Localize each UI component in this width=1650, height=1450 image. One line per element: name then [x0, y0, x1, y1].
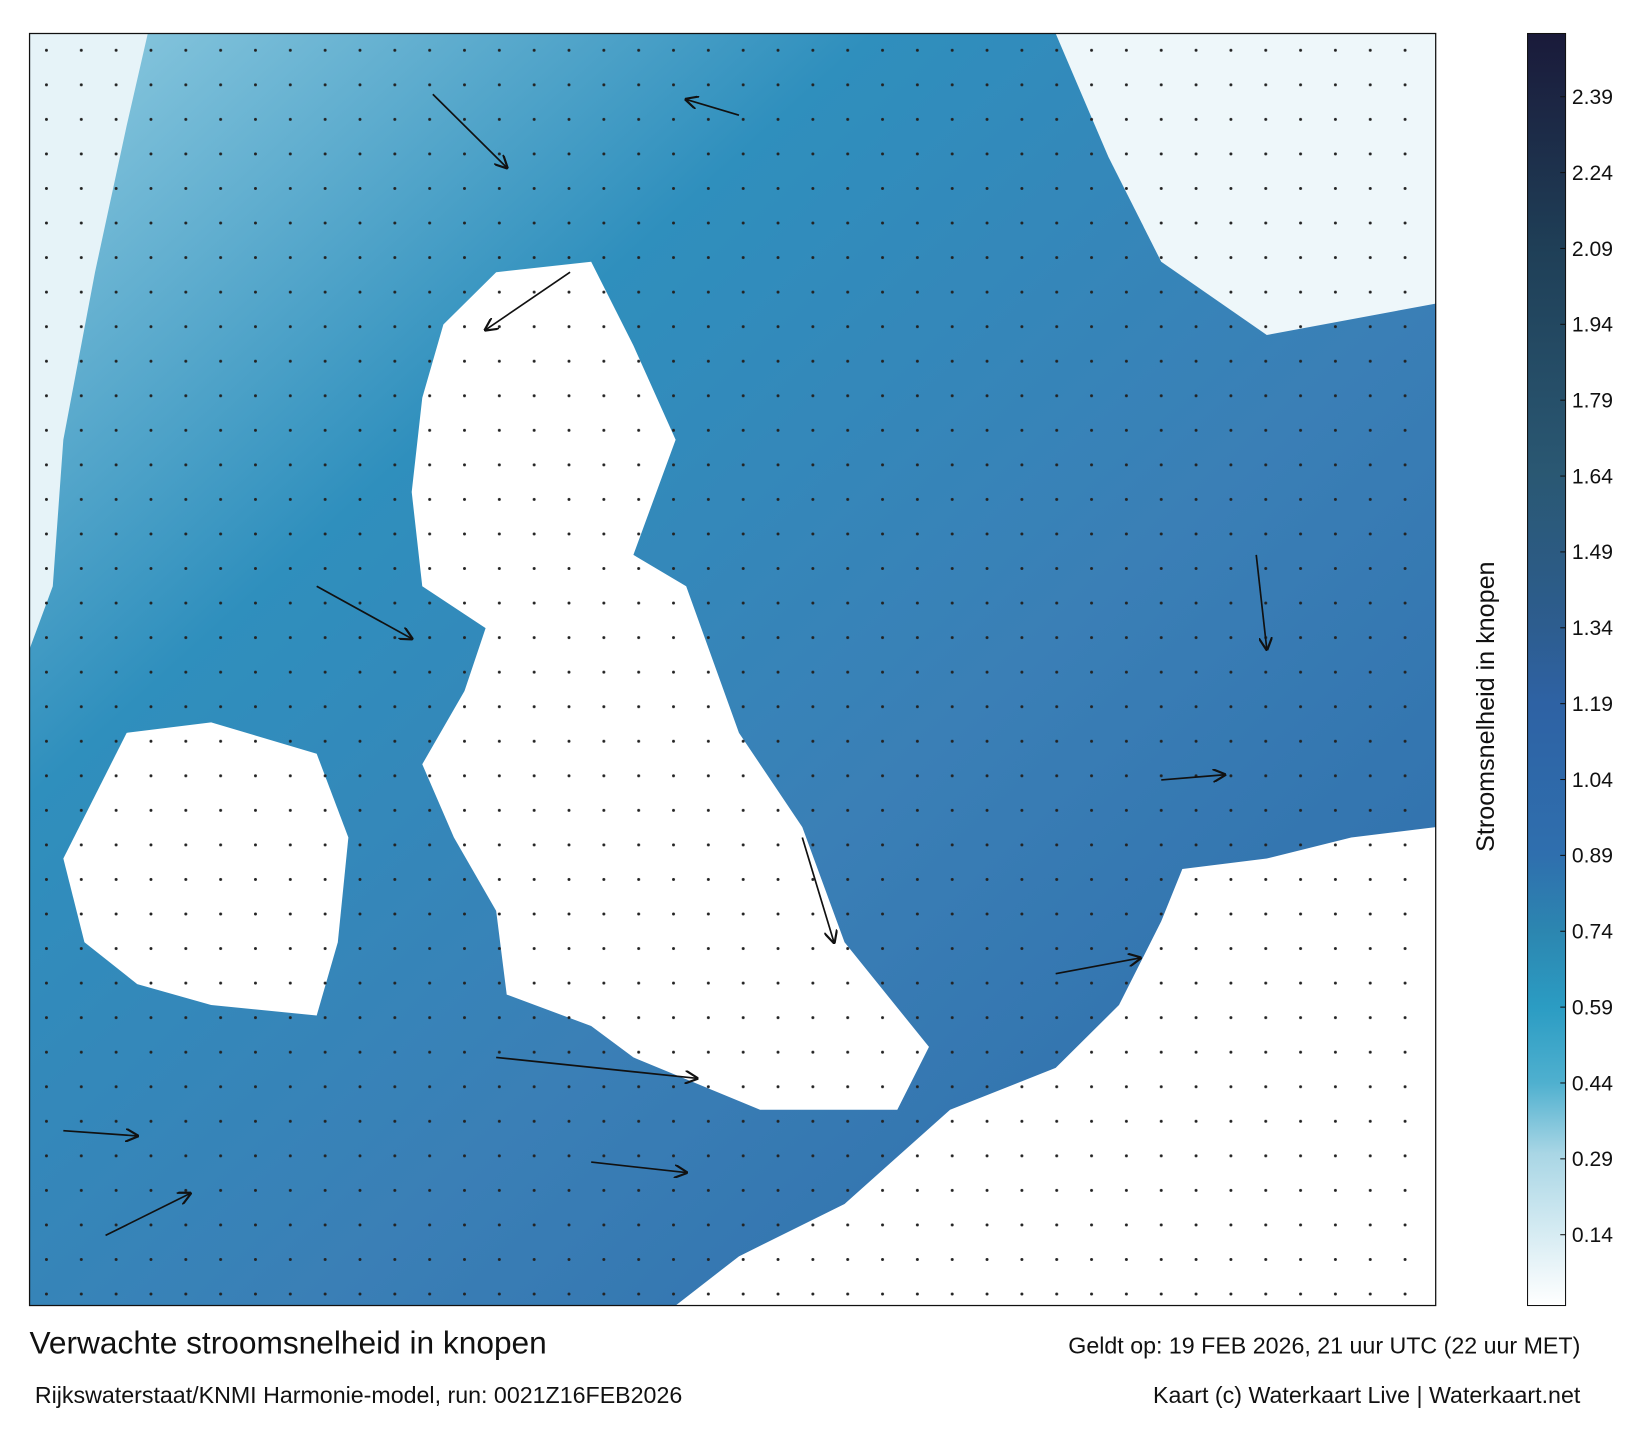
colorbar-tick-label: 1.04 [1572, 769, 1613, 792]
map-frame [28, 32, 1437, 1307]
subtitle: Rijkswaterstaat/KNMI Harmonie-model, run… [35, 1382, 682, 1408]
colorbar-tick-label: 0.59 [1572, 997, 1613, 1020]
map [29, 33, 1436, 1306]
colorbar-tick-label: 2.24 [1572, 162, 1613, 185]
colorbar-tick-label: 0.44 [1572, 1072, 1613, 1095]
colorbar-label: Stroomsnelheid in knopen [1472, 561, 1500, 851]
colorbar-tick-label: 2.39 [1572, 86, 1613, 109]
colorbar-fill [1527, 33, 1566, 1306]
colorbar-tick-label: 1.49 [1572, 541, 1613, 564]
colorbar-tick-label: 1.94 [1572, 314, 1613, 337]
vector-grid [29, 33, 1436, 1306]
credits: Kaart (c) Waterkaart Live | Waterkaart.n… [1153, 1382, 1581, 1408]
title: Verwachte stroomsnelheid in knopen [30, 1325, 547, 1361]
colorbar-tick-label: 1.79 [1572, 390, 1613, 413]
colorbar: 0.14 0.29 0.44 0.59 0.74 0.89 1.04 1.19 1.34 1.49… [1527, 32, 1613, 1307]
current-arrows [63, 93, 1266, 1237]
colorbar-tick-label: 1.19 [1572, 693, 1613, 716]
colorbar-tick-label: 0.74 [1572, 921, 1613, 944]
colorbar-tick-label: 2.09 [1572, 238, 1613, 261]
colorbar-tick-label: 0.14 [1572, 1224, 1613, 1247]
colorbar-tick-label: 0.29 [1572, 1148, 1613, 1171]
colorbar-tick-label: 0.89 [1572, 845, 1613, 868]
valid-time: Geldt op: 19 FEB 2026, 21 uur UTC (22 uu… [1068, 1333, 1580, 1359]
colorbar-frame [1527, 32, 1567, 1307]
colorbar-tick-label: 1.34 [1572, 617, 1613, 640]
colorbar-tick-label: 1.64 [1572, 465, 1613, 488]
